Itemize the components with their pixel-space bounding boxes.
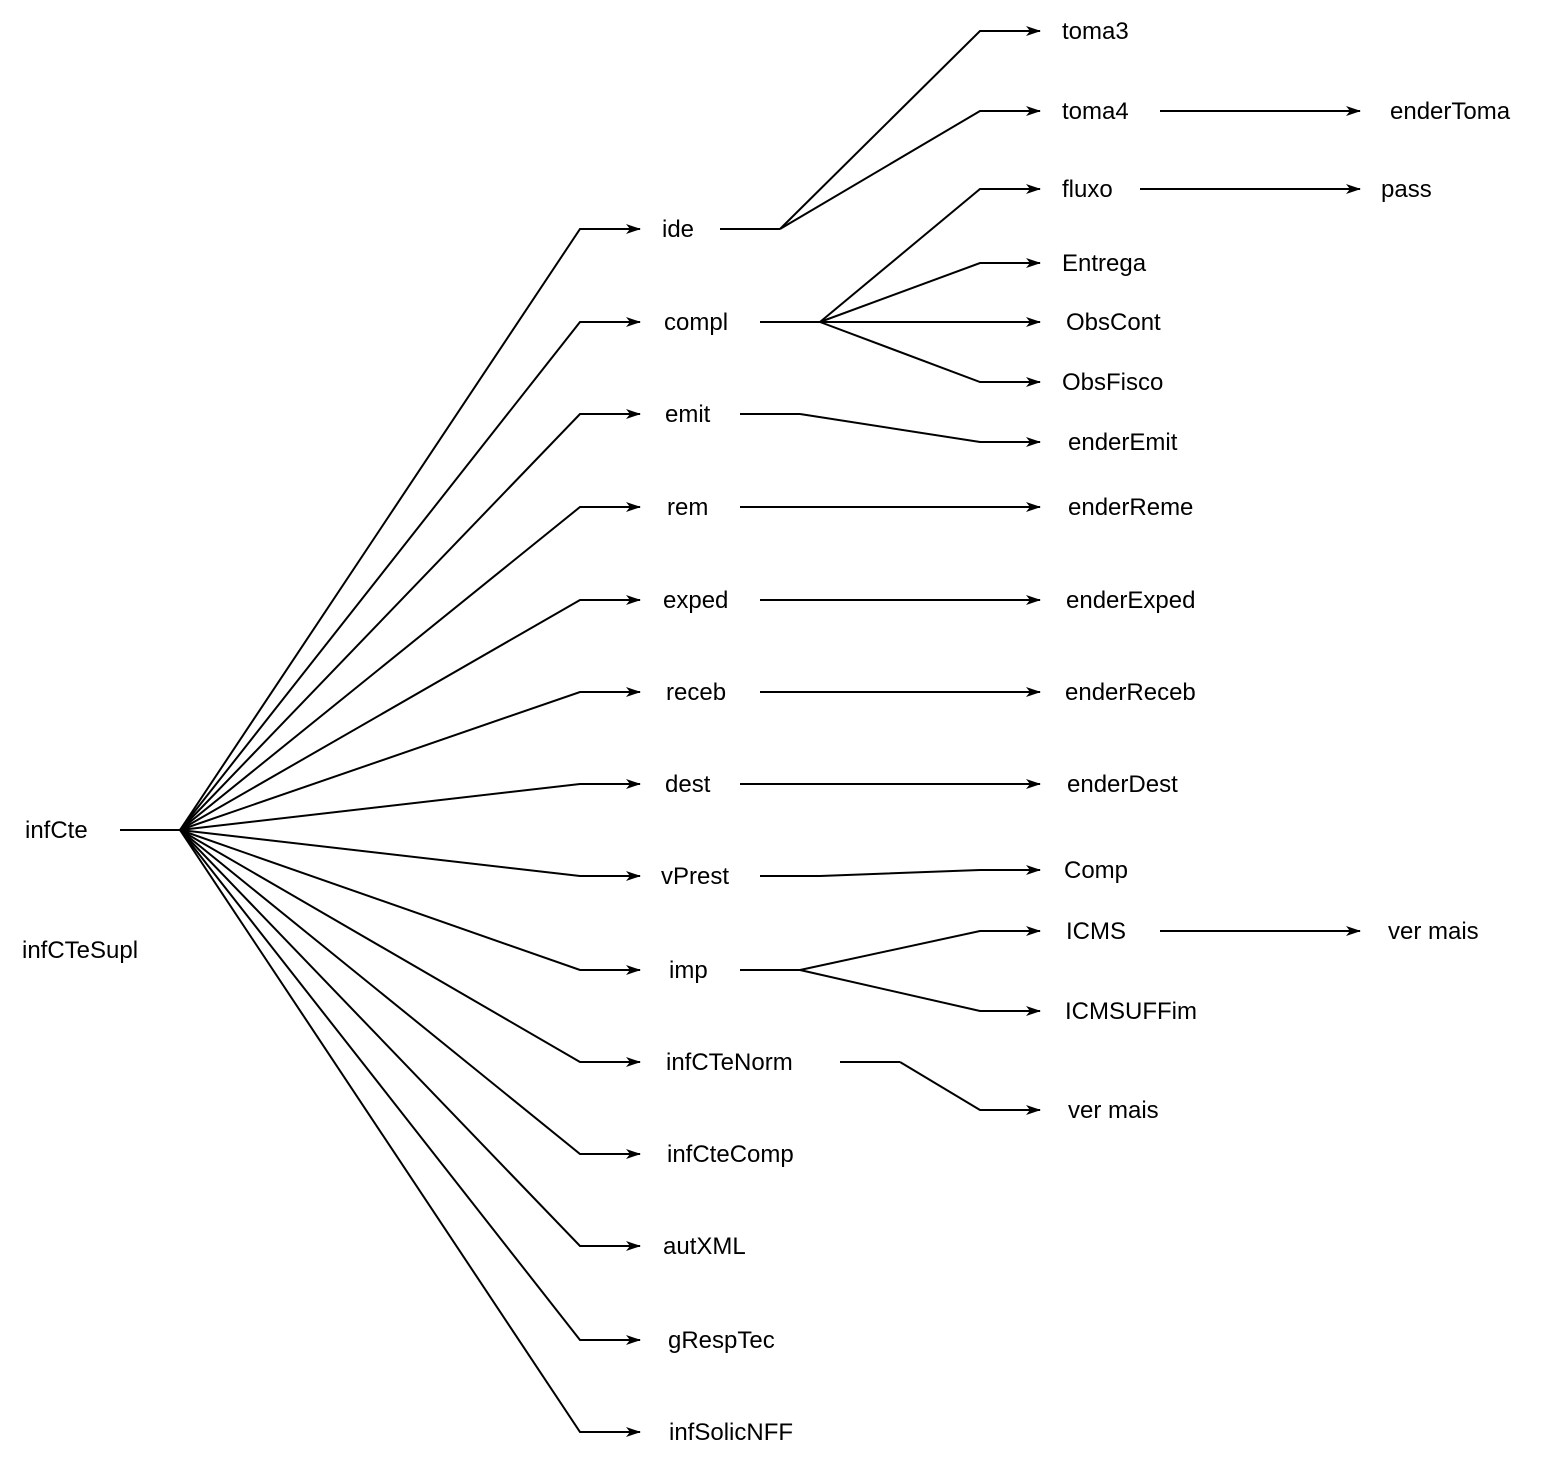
- node-verMaisICMS: ver mais: [1388, 918, 1479, 945]
- edge-emit-enderEmit: [799, 413, 1041, 447]
- edge-ide-toma4: [779, 106, 1041, 230]
- edge-ide-toma3: [779, 26, 1041, 230]
- edge-infCte-infSolicNFF: [179, 829, 641, 1437]
- node-enderReceb: enderReceb: [1065, 679, 1196, 706]
- edge-infCte-receb: [179, 687, 641, 831]
- node-enderToma: enderToma: [1390, 98, 1511, 125]
- node-verMaisNorm: ver mais: [1068, 1097, 1159, 1124]
- node-enderReme: enderReme: [1068, 494, 1193, 521]
- node-receb: receb: [666, 679, 726, 706]
- edge-vPrest-Comp: [819, 865, 1041, 877]
- node-imp: imp: [669, 957, 708, 984]
- node-gRespTec: gRespTec: [668, 1327, 775, 1354]
- edge-infCte-compl: [179, 317, 641, 831]
- node-toma4: toma4: [1062, 98, 1129, 125]
- node-enderExped: enderExped: [1066, 587, 1195, 614]
- node-infSolicNFF: infSolicNFF: [669, 1419, 793, 1446]
- edge-compl-ObsFisco: [819, 321, 1041, 387]
- edge-infCte-vPrest: [179, 829, 641, 881]
- node-dest: dest: [665, 771, 711, 798]
- edge-compl-Entrega: [819, 258, 1041, 323]
- node-infCTeSupl: infCTeSupl: [22, 937, 138, 964]
- node-rem: rem: [667, 494, 708, 521]
- edge-infCte-infCTeNorm: [179, 829, 641, 1067]
- node-compl: compl: [664, 309, 728, 336]
- node-enderDest: enderDest: [1067, 771, 1178, 798]
- edge-infCte-autXML: [179, 829, 641, 1251]
- edges: [120, 26, 1361, 1437]
- edge-infCte-imp: [179, 829, 641, 975]
- edge-compl-fluxo: [819, 184, 1041, 323]
- edge-imp-ICMS: [799, 926, 1041, 971]
- edge-infCte-infCteComp: [179, 829, 641, 1159]
- node-Comp: Comp: [1064, 857, 1128, 884]
- node-infCTeNorm: infCTeNorm: [666, 1049, 793, 1076]
- node-infCte: infCte: [25, 817, 88, 844]
- node-ICMS: ICMS: [1066, 918, 1126, 945]
- labels: infCte infCTeSupl ide compl emit rem exped re…: [22, 18, 1511, 1446]
- node-enderEmit: enderEmit: [1068, 429, 1178, 456]
- edge-infCte-gRespTec: [179, 829, 641, 1345]
- node-emit: emit: [665, 401, 711, 428]
- node-infCteComp: infCteComp: [667, 1141, 794, 1168]
- edge-infCte-exped: [179, 595, 641, 831]
- node-toma3: toma3: [1062, 18, 1129, 45]
- node-vPrest: vPrest: [661, 863, 729, 890]
- node-ICMSUFFim: ICMSUFFim: [1065, 998, 1197, 1025]
- node-ObsFisco: ObsFisco: [1062, 369, 1163, 396]
- edge-infCte-emit: [179, 409, 641, 831]
- edge-infCTeNorm-verMaisNorm: [899, 1061, 1041, 1115]
- edge-imp-ICMSUFFim: [799, 969, 1041, 1016]
- node-autXML: autXML: [663, 1233, 746, 1260]
- node-exped: exped: [663, 587, 728, 614]
- edge-infCte-dest: [179, 779, 641, 831]
- node-pass: pass: [1381, 176, 1432, 203]
- node-Entrega: Entrega: [1062, 250, 1147, 277]
- edge-infCte-rem: [179, 502, 641, 831]
- node-ObsCont: ObsCont: [1066, 309, 1161, 336]
- edge-infCte-ide: [179, 224, 641, 831]
- node-fluxo: fluxo: [1062, 176, 1113, 203]
- node-ide: ide: [662, 216, 694, 243]
